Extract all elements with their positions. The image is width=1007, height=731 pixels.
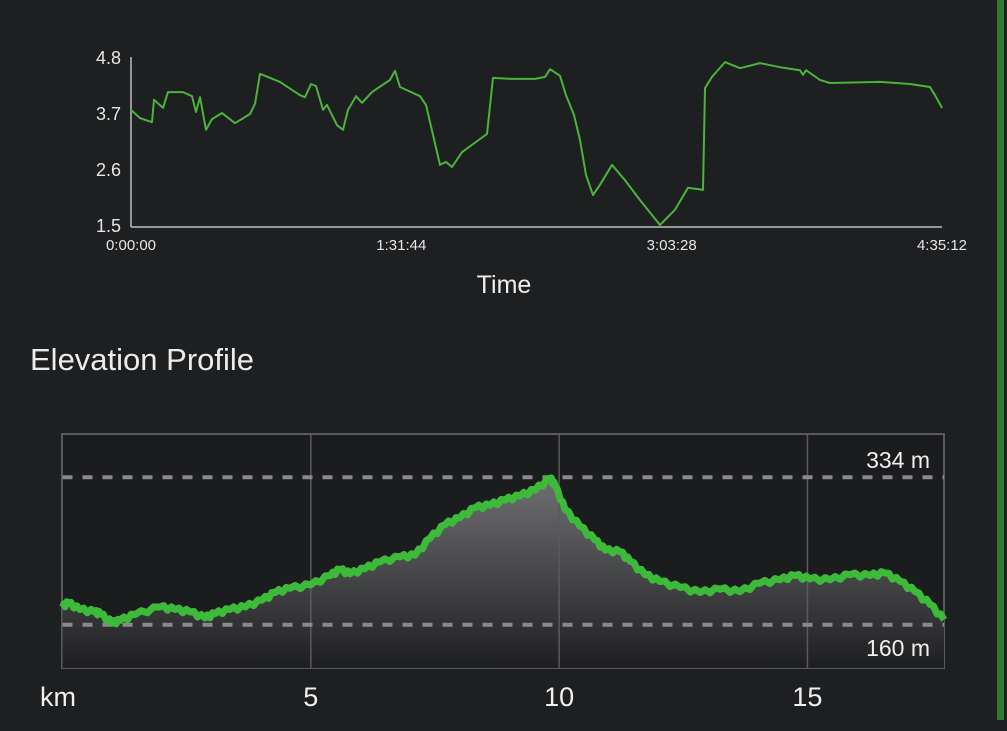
section-title: Elevation Profile — [30, 342, 255, 377]
pace-series-line — [130, 61, 943, 226]
x-axis-unit-label: km — [40, 682, 76, 712]
x-tick-label: 5 — [303, 682, 318, 712]
x-tick-label: 1:31:44 — [376, 237, 426, 254]
y-tick-label: 3.7 — [96, 104, 121, 124]
x-tick-label: 10 — [544, 682, 574, 712]
x-tick-label: 4:35:12 — [917, 237, 967, 254]
y-tick-label: 4.8 — [96, 48, 121, 68]
x-axis-label: Time — [477, 271, 532, 299]
elevation-chart: 334 m 160 m 5 10 15 km — [40, 433, 947, 712]
pace-chart: 4.8 3.7 2.6 1.5 0:00:00 1:31:44 3:03:28 4:35:1… — [96, 48, 967, 299]
x-tick-label: 15 — [792, 682, 822, 712]
y-tick-label: 1.5 — [96, 216, 121, 236]
reference-line-label: 334 m — [866, 447, 930, 473]
x-tick-label: 3:03:28 — [647, 237, 697, 254]
x-tick-label: 0:00:00 — [106, 237, 156, 254]
reference-line-label: 160 m — [866, 635, 930, 661]
elevation-fill — [62, 478, 944, 668]
y-tick-label: 2.6 — [96, 160, 121, 180]
scroll-indicator — [997, 0, 1004, 720]
elevation-series-line — [59, 474, 947, 628]
